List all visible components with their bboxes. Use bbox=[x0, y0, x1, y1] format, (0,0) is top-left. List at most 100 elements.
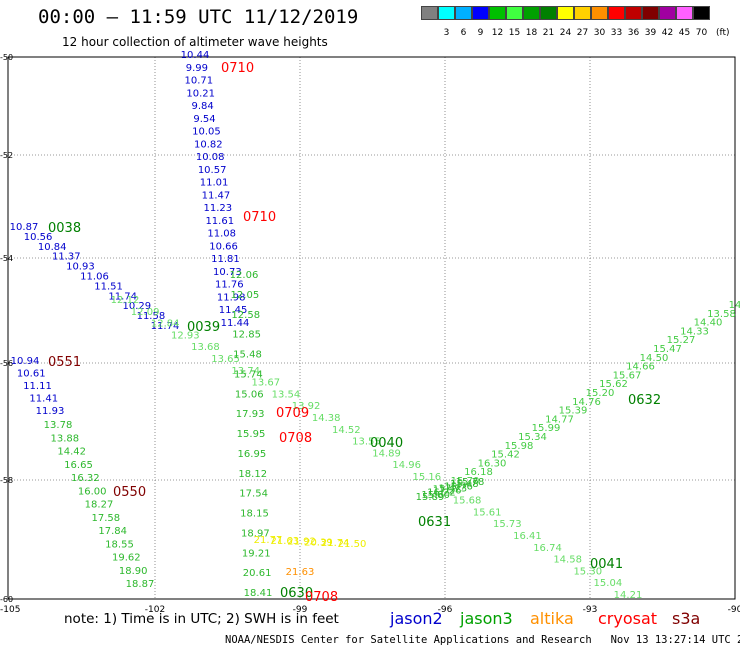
pass-time-label: 0041 bbox=[590, 557, 623, 572]
swh-value: 11.45 bbox=[219, 305, 248, 316]
swh-value: 10.71 bbox=[184, 76, 213, 87]
swh-value: 11.06 bbox=[80, 272, 109, 283]
swh-value: 12.06 bbox=[230, 270, 259, 281]
swh-value: 21.92 bbox=[287, 537, 316, 548]
swh-value: 12.85 bbox=[232, 330, 261, 341]
legend-swatch bbox=[557, 6, 574, 20]
pass-time-label: 0550 bbox=[113, 485, 146, 500]
swh-value: 16.22 bbox=[427, 488, 456, 499]
legend-swatch bbox=[625, 6, 642, 20]
y-tick-label: -54 bbox=[0, 254, 13, 263]
map-frame bbox=[7, 56, 736, 600]
swh-value: 21.74 bbox=[321, 538, 350, 549]
swh-value: 15.95 bbox=[237, 429, 266, 440]
swh-value: 11.11 bbox=[23, 381, 52, 392]
credit-text: NOAA/NESDIS Center for Satellite Applica… bbox=[225, 634, 740, 646]
y-tick-label: -50 bbox=[0, 53, 13, 62]
swh-value: 10.05 bbox=[192, 127, 221, 138]
pass-time-label: 0039 bbox=[187, 320, 220, 335]
x-tick-label: -93 bbox=[583, 605, 598, 615]
swh-value: 18.41 bbox=[244, 588, 273, 599]
legend-label: 33 bbox=[610, 28, 623, 38]
y-tick-label: -56 bbox=[0, 359, 13, 368]
legend-swatch bbox=[574, 6, 591, 20]
swh-value: 15.47 bbox=[653, 344, 682, 355]
swh-value: 16.41 bbox=[513, 531, 542, 542]
x-tick-label: -96 bbox=[438, 605, 453, 615]
legend-unit: (ft) bbox=[716, 28, 730, 38]
swh-value: 18.90 bbox=[119, 566, 148, 577]
swh-value: 11.47 bbox=[202, 190, 231, 201]
x-tick-label: -99 bbox=[293, 605, 308, 615]
swh-value: 9.84 bbox=[191, 101, 213, 112]
swh-value: 15.20 bbox=[586, 388, 615, 399]
swh-value: 21.77 bbox=[254, 535, 283, 546]
swh-value: 11.93 bbox=[36, 406, 65, 417]
legend-label: 30 bbox=[593, 28, 606, 38]
swh-value: 13.67 bbox=[252, 378, 281, 389]
swh-value: 15.99 bbox=[532, 423, 561, 434]
swh-value: 10.21 bbox=[186, 88, 215, 99]
swh-value: 15.06 bbox=[235, 389, 264, 400]
pass-time-label: 0551 bbox=[48, 355, 81, 370]
legend-label: 27 bbox=[576, 28, 589, 38]
satellite-jason2: jason2 bbox=[390, 609, 443, 628]
swh-value: 15.67 bbox=[613, 370, 642, 381]
pass-time-label: 0708 bbox=[279, 431, 312, 446]
swh-value: 10.44 bbox=[181, 50, 210, 61]
swh-value: 19.62 bbox=[112, 553, 141, 564]
legend-label: 18 bbox=[525, 28, 538, 38]
swh-value: 15.76 bbox=[444, 481, 473, 492]
swh-value: 15.98 bbox=[505, 441, 534, 452]
swh-value: 11.74 bbox=[108, 291, 137, 302]
legend-label: 70 bbox=[695, 28, 708, 38]
swh-value: 21.63 bbox=[286, 567, 315, 578]
swh-value: 15.48 bbox=[233, 350, 262, 361]
swh-value: 14.89 bbox=[372, 448, 401, 459]
swh-value: 14.66 bbox=[626, 362, 655, 373]
swh-value: 12.84 bbox=[151, 319, 180, 330]
pass-time-label: 0632 bbox=[628, 393, 661, 408]
satellite-s3a: s3a bbox=[672, 609, 701, 628]
swh-value: 12.93 bbox=[171, 330, 200, 341]
swh-value: 14.38 bbox=[312, 413, 341, 424]
swh-value: 9.54 bbox=[193, 114, 215, 125]
legend-swatch bbox=[693, 6, 710, 20]
swh-value: 13.54 bbox=[272, 389, 301, 400]
swh-value: 14.21 bbox=[614, 590, 643, 601]
swh-value: 15.89 bbox=[416, 492, 445, 503]
legend-label: 42 bbox=[661, 28, 674, 38]
satellite-jason3: jason3 bbox=[460, 609, 513, 628]
x-tick-label: -90 bbox=[728, 605, 740, 615]
swh-value: 16.65 bbox=[64, 460, 93, 471]
swh-value: 14.96 bbox=[392, 460, 421, 471]
swh-value: 14 bbox=[729, 300, 740, 311]
swh-value: 14.58 bbox=[553, 555, 582, 566]
swh-value: 10.82 bbox=[194, 139, 223, 150]
note-text: note: 1) Time is in UTC; 2) SWH is in fe… bbox=[64, 611, 339, 627]
swh-value: 12.12 bbox=[111, 295, 140, 306]
legend-label: 21 bbox=[542, 28, 555, 38]
swh-value: 10.66 bbox=[209, 241, 238, 252]
swh-value: 17.73 bbox=[439, 483, 468, 494]
pass-time-label: 0709 bbox=[276, 406, 309, 421]
legend-label: 12 bbox=[491, 28, 504, 38]
swh-value: 11.76 bbox=[215, 280, 244, 291]
swh-value: 10.29 bbox=[122, 301, 151, 312]
swh-value: 15.62 bbox=[599, 379, 628, 390]
swh-value: 12.09 bbox=[131, 307, 160, 318]
swh-value: 17.26 bbox=[433, 486, 462, 497]
legend-swatch bbox=[591, 6, 608, 20]
swh-value: 10.08 bbox=[196, 152, 225, 163]
x-tick-label: -102 bbox=[145, 605, 165, 615]
swh-value: 16.32 bbox=[71, 473, 100, 484]
swh-value: 15.70 bbox=[451, 476, 480, 487]
swh-value: 12.05 bbox=[231, 290, 260, 301]
swh-value: 13.58 bbox=[707, 309, 736, 320]
swh-value: 13.55 bbox=[352, 437, 381, 448]
swh-value: 13.68 bbox=[191, 342, 220, 353]
legend-swatch bbox=[472, 6, 489, 20]
swh-value: 18.55 bbox=[105, 539, 134, 550]
swh-value: 11.41 bbox=[29, 394, 58, 405]
